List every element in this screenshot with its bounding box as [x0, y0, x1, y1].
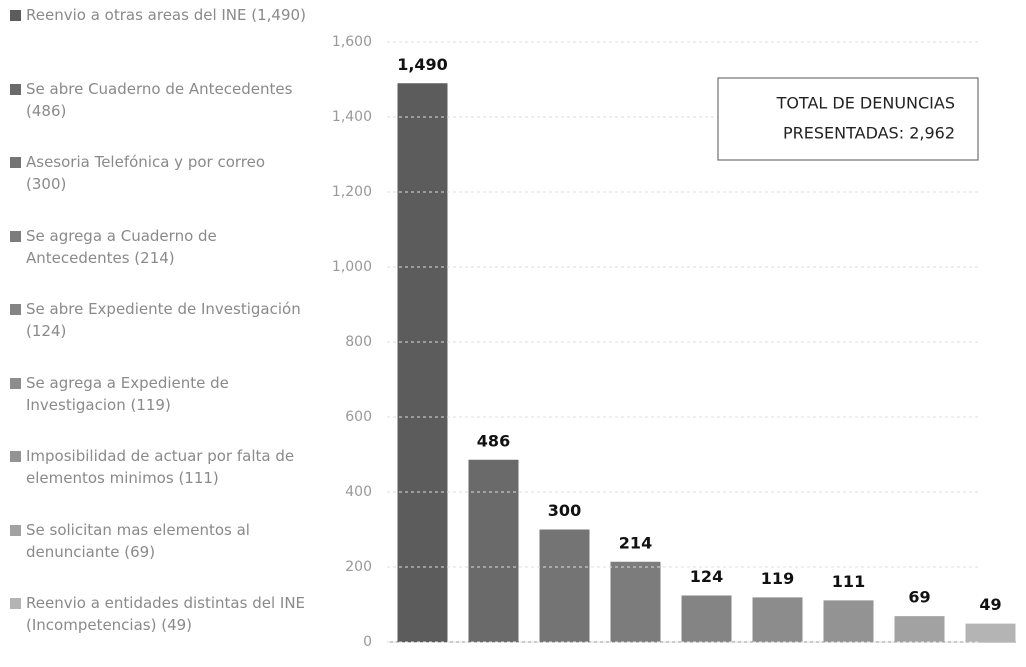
- legend-swatch: [10, 304, 21, 315]
- annotation: PRESENTADAS: 2,962: [783, 124, 955, 143]
- bar: [539, 529, 590, 642]
- legend-label: Se abre Expediente de Investigación (124…: [26, 300, 301, 340]
- legend-swatch: [10, 598, 21, 609]
- data-label: 119: [761, 569, 794, 588]
- data-label: 300: [548, 501, 581, 520]
- legend-item: Se abre Expediente de Investigación (124…: [10, 298, 308, 342]
- data-label: 1,490: [397, 55, 448, 74]
- bar: [823, 600, 874, 642]
- bar: [965, 623, 1016, 642]
- data-label: 111: [832, 572, 865, 591]
- annotation: TOTAL DE DENUNCIAS: [776, 94, 955, 113]
- data-label: 69: [908, 588, 930, 607]
- legend-item: Asesoria Telefónica y por correo (300): [10, 151, 308, 195]
- data-label: 124: [690, 567, 723, 586]
- bar: [397, 83, 448, 642]
- bar: [681, 595, 732, 642]
- legend-label: Reenvio a otras areas del INE (1,490): [26, 6, 306, 24]
- y-tick-label: 1,200: [332, 184, 372, 200]
- legend-swatch: [10, 83, 21, 95]
- y-tick-label: 1,000: [332, 259, 372, 275]
- data-label: 486: [477, 431, 510, 450]
- y-tick-label: 800: [345, 334, 372, 350]
- legend-item: Imposibilidad de actuar por falta de ele…: [10, 445, 308, 489]
- y-tick-label: 0: [363, 634, 372, 650]
- data-label: 49: [979, 595, 1001, 614]
- y-tick-label: 600: [345, 409, 372, 425]
- legend-item: Se agrega a Expediente de Investigacion …: [10, 372, 308, 416]
- y-tick-label: 400: [345, 484, 372, 500]
- bar: [468, 459, 519, 642]
- legend-label: Se agrega a Expediente de Investigacion …: [26, 373, 229, 414]
- data-label: 214: [619, 533, 652, 552]
- legend-label: Imposibilidad de actuar por falta de ele…: [26, 447, 295, 487]
- legend-label: Se abre Cuaderno de Antecedentes (486): [26, 79, 293, 120]
- bar: [610, 561, 661, 642]
- legend-swatch: [10, 524, 21, 536]
- legend-swatch: [10, 157, 21, 168]
- legend-label: Asesoria Telefónica y por correo (300): [26, 153, 266, 193]
- bar: [894, 616, 945, 642]
- legend-item: Se solicitan mas elementos al denunciant…: [10, 519, 308, 563]
- y-tick-label: 1,600: [332, 34, 372, 50]
- bar: [752, 597, 803, 642]
- legend-item: Reenvio a otras areas del INE (1,490): [10, 4, 308, 26]
- legend-label: Se agrega a Cuaderno de Antecedentes (21…: [26, 226, 217, 267]
- legend-swatch: [10, 451, 21, 462]
- annotation-box: [717, 77, 979, 161]
- legend-item: Se abre Cuaderno de Antecedentes (486): [10, 78, 308, 122]
- legend-swatch: [10, 10, 21, 21]
- legend-label: Reenvio a entidades distintas del INE (I…: [26, 594, 306, 634]
- y-tick-label: 200: [345, 559, 372, 575]
- legend-item: Se agrega a Cuaderno de Antecedentes (21…: [10, 225, 308, 269]
- legend-swatch: [10, 377, 21, 389]
- legend-label: Se solicitan mas elementos al denunciant…: [26, 520, 250, 561]
- y-tick-label: 1,400: [332, 109, 372, 125]
- legend-item: Reenvio a entidades distintas del INE (I…: [10, 592, 308, 636]
- legend-swatch: [10, 230, 21, 242]
